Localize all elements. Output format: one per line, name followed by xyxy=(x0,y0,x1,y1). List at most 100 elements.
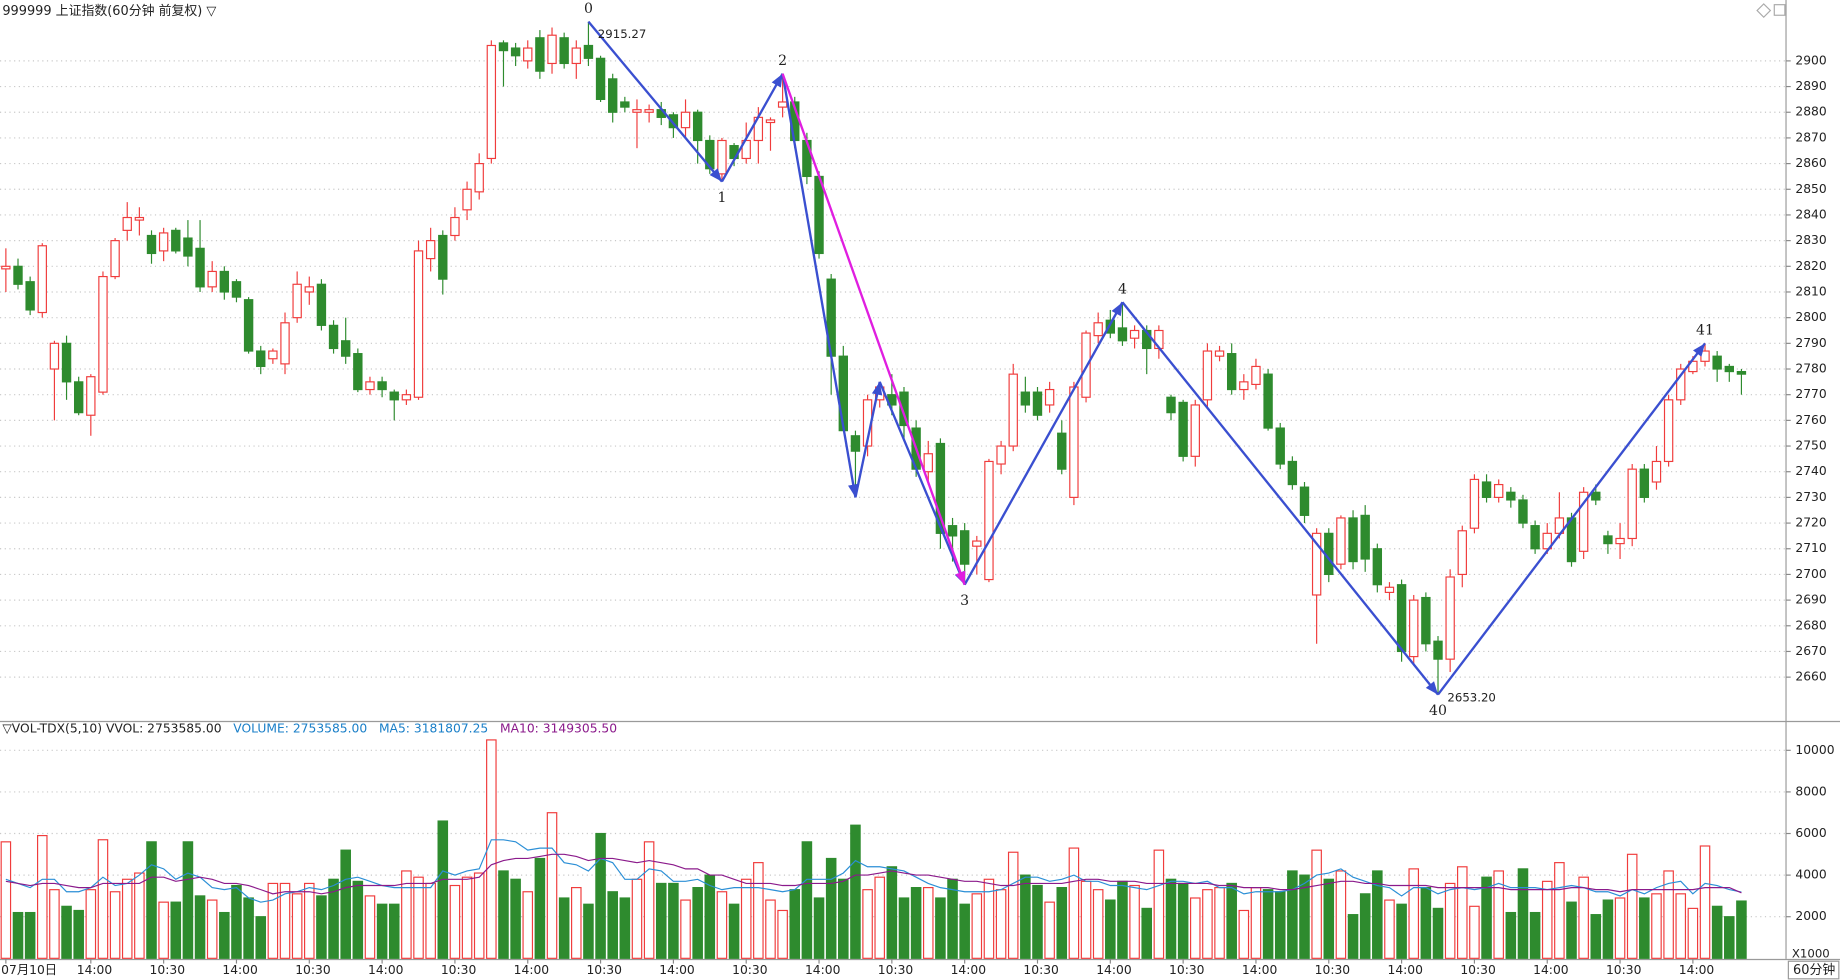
y-tick-label: 2680 xyxy=(1795,618,1826,632)
x-tick-label: 07月10日 xyxy=(1,963,57,977)
x-tick-label: 10:30 xyxy=(441,963,476,977)
volume-bar xyxy=(1444,882,1456,959)
candle-body xyxy=(1409,599,1419,658)
y-tick-label: 2880 xyxy=(1795,105,1826,119)
candle-body xyxy=(1360,514,1370,560)
volume-bar xyxy=(983,878,995,959)
candle-body xyxy=(486,44,497,160)
volume-bar xyxy=(607,891,618,959)
volume-bar xyxy=(716,891,728,959)
candle-body xyxy=(802,139,812,178)
volume-bar xyxy=(1335,870,1347,959)
volume-bar xyxy=(1396,903,1407,959)
candle-body xyxy=(316,283,327,326)
x-tick-label: 14:00 xyxy=(1679,963,1714,977)
y-tick-label: 2670 xyxy=(1795,644,1826,658)
candle-body xyxy=(1287,460,1298,486)
volume-bar xyxy=(473,872,485,959)
y-tick-label: 2700 xyxy=(1795,567,1826,581)
volume-bar xyxy=(1408,868,1420,959)
candle-body xyxy=(219,270,230,293)
legend-entry: MA5: 3181807.25 xyxy=(379,722,488,736)
volume-bar xyxy=(1044,901,1055,959)
candle-body xyxy=(1008,373,1018,447)
candle-body xyxy=(668,114,679,129)
wave-segment xyxy=(1121,301,1439,696)
period-box[interactable] xyxy=(1787,960,1840,980)
x-tick-label: 10:30 xyxy=(1169,963,1204,977)
candle-body xyxy=(692,111,703,142)
wave-segment xyxy=(720,73,784,183)
candle-body xyxy=(13,265,23,285)
volume-bar xyxy=(49,889,60,959)
candle-body xyxy=(134,216,145,221)
candle-body xyxy=(1214,350,1225,357)
candle-body xyxy=(49,342,60,370)
candle-body xyxy=(86,376,96,416)
volume-bar xyxy=(134,872,145,959)
y-tick-label: 2740 xyxy=(1795,464,1826,478)
candle-body xyxy=(122,216,132,231)
candle-body xyxy=(377,381,387,391)
candle-body xyxy=(280,322,290,365)
volume-bar xyxy=(801,841,813,959)
chart-title: 999999 上证指数(60分钟 前复权) ▽ xyxy=(2,3,216,19)
candle-body xyxy=(1032,391,1043,416)
y-tick-label: 2830 xyxy=(1795,233,1826,247)
volume-bar xyxy=(304,882,315,959)
volume-bar xyxy=(73,909,84,959)
candle-body xyxy=(365,381,375,391)
wave-label: 41 xyxy=(1696,322,1714,338)
volume-bar xyxy=(910,887,922,959)
candle-body xyxy=(595,57,606,100)
candle-body xyxy=(25,281,35,311)
candle-body xyxy=(1712,355,1722,370)
candle-body xyxy=(37,245,47,314)
volume-bar xyxy=(1141,907,1153,959)
y-tick-label: 2890 xyxy=(1795,79,1826,93)
volume-bar xyxy=(619,897,631,959)
y-tick-label: 2850 xyxy=(1795,182,1826,196)
volume-bar xyxy=(1711,905,1723,959)
volume-bar xyxy=(486,739,497,959)
candle-body xyxy=(608,78,618,113)
candle-body xyxy=(353,353,363,391)
candle-body xyxy=(559,37,569,65)
y-tick-label: 2810 xyxy=(1795,284,1826,298)
volume-bar xyxy=(1250,887,1262,959)
volume-bar xyxy=(1675,893,1687,959)
wave-label: 2 xyxy=(778,53,787,69)
candle-body xyxy=(1421,596,1431,645)
volume-bar xyxy=(376,903,388,959)
volume-bar xyxy=(279,882,291,959)
candle-body xyxy=(1384,586,1395,593)
candle-body xyxy=(1506,491,1516,501)
candle-body xyxy=(1178,401,1188,457)
window-icon[interactable] xyxy=(1756,3,1772,19)
volume-bar xyxy=(1323,878,1335,959)
candle-body xyxy=(1057,432,1067,470)
volume-bar xyxy=(874,876,885,959)
candle-body xyxy=(413,250,424,398)
volume-bar xyxy=(1663,870,1674,959)
wave-label: 1 xyxy=(717,190,726,206)
candle-body xyxy=(1603,535,1613,545)
wave-highlight-head xyxy=(955,570,966,585)
candle-body xyxy=(1202,350,1213,401)
wave-segment-head xyxy=(871,381,883,396)
volume-bar xyxy=(1590,914,1602,959)
volume-bar xyxy=(182,841,194,959)
wave-segment-head xyxy=(1425,681,1439,695)
volume-bar xyxy=(146,841,157,959)
volume-bar xyxy=(85,889,97,959)
window-icon[interactable] xyxy=(1773,4,1786,16)
wave-segment xyxy=(878,381,966,586)
wave-label: 3 xyxy=(960,593,969,609)
volume-bar xyxy=(461,876,473,959)
volume-bar xyxy=(1092,889,1104,959)
volume-bar xyxy=(1165,878,1177,959)
candle-body xyxy=(183,237,193,257)
x-tick-label: 14:00 xyxy=(1388,963,1423,977)
volume-bar xyxy=(1626,853,1638,959)
